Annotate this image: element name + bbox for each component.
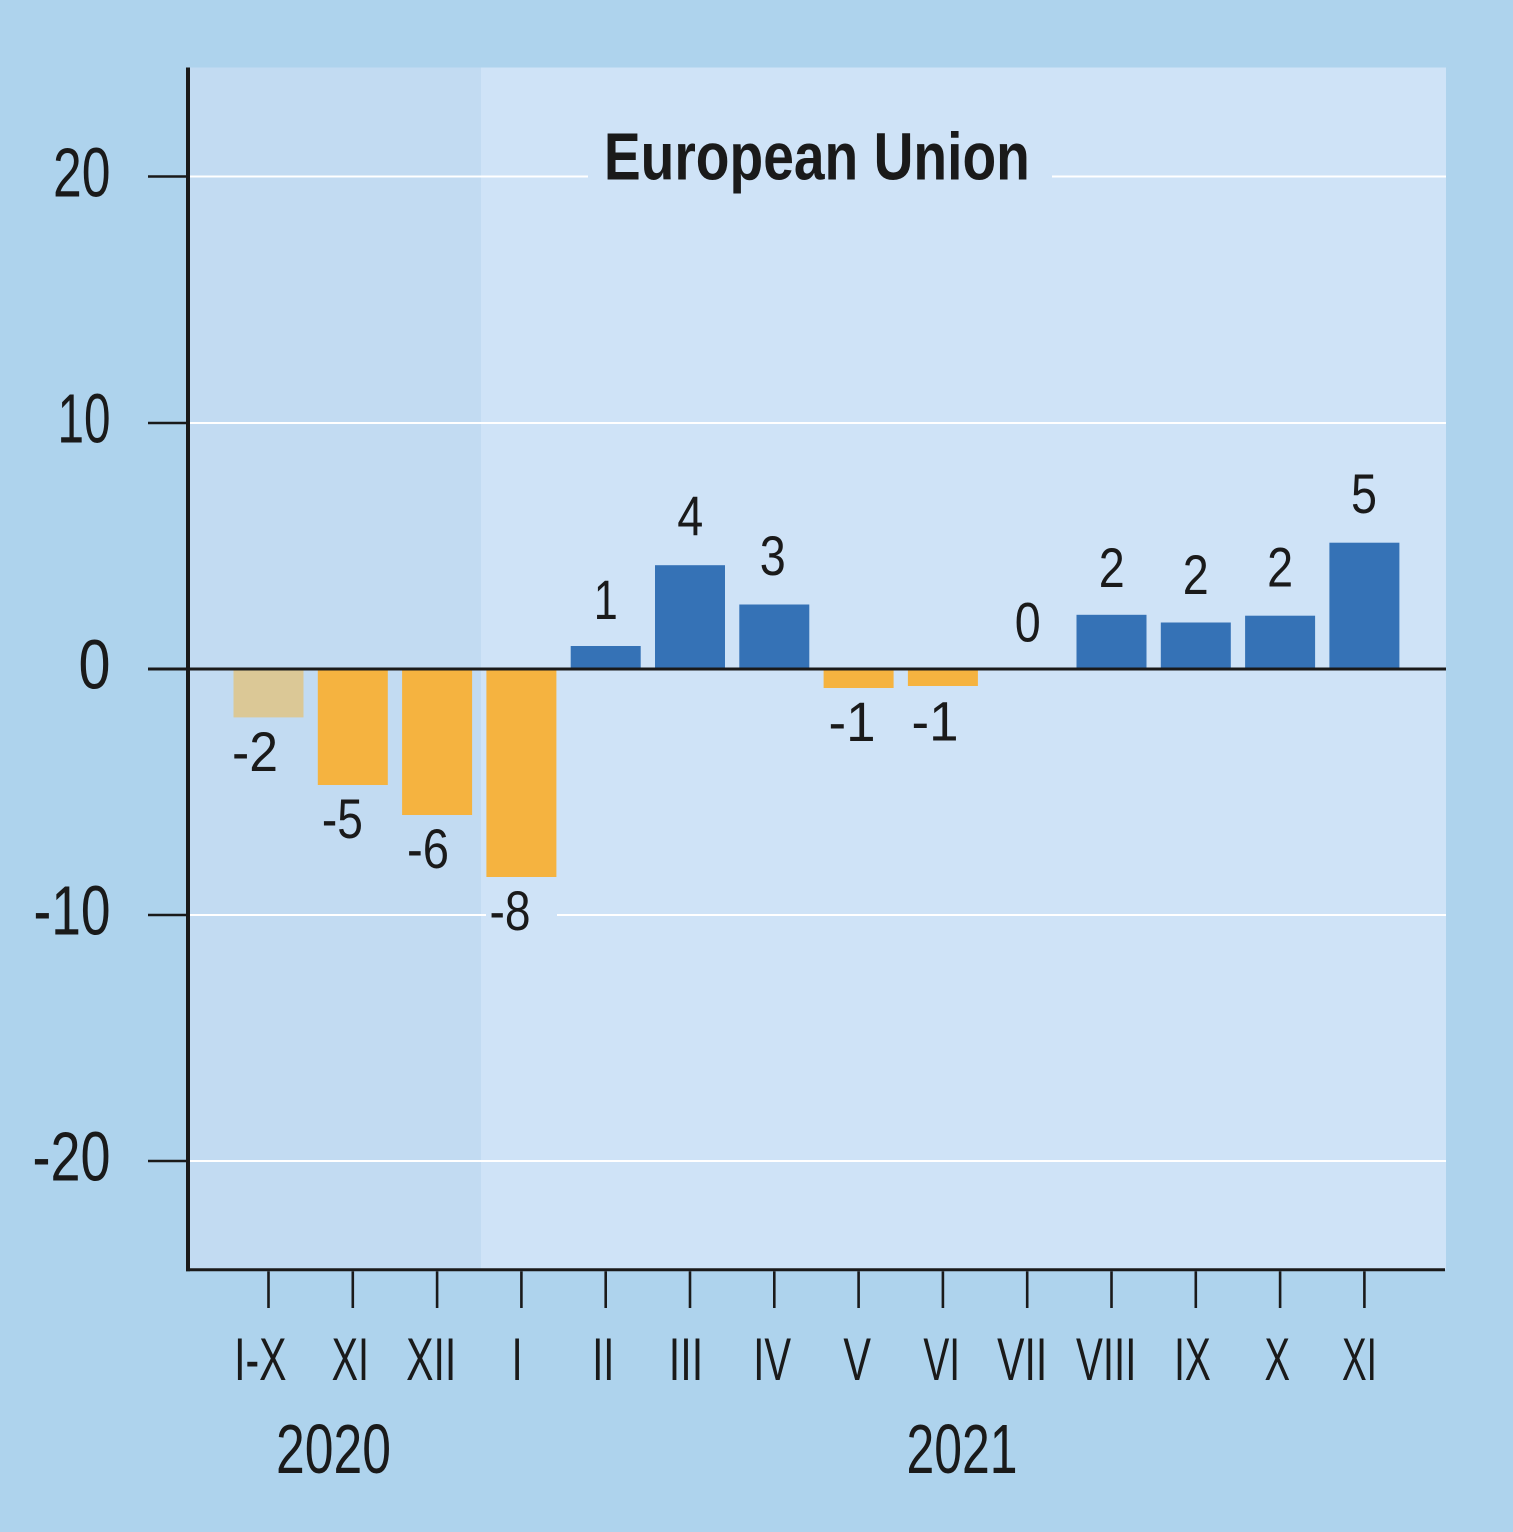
svg-text:-5: -5	[322, 787, 363, 850]
svg-text:4: 4	[677, 484, 703, 547]
svg-text:X: X	[1264, 1326, 1290, 1393]
svg-text:2: 2	[1267, 536, 1293, 599]
svg-text:2020: 2020	[276, 1410, 391, 1488]
svg-text:XI: XI	[1342, 1326, 1377, 1393]
svg-text:1: 1	[594, 568, 618, 631]
svg-text:II: II	[592, 1326, 614, 1393]
svg-text:-8: -8	[490, 879, 531, 942]
svg-text:I: I	[512, 1326, 523, 1393]
svg-text:I-X: I-X	[234, 1326, 286, 1393]
svg-text:VI: VI	[923, 1326, 960, 1393]
svg-text:10: 10	[58, 380, 111, 458]
svg-text:XII: XII	[406, 1326, 456, 1393]
svg-text:VIII: VIII	[1076, 1326, 1136, 1393]
svg-text:2021: 2021	[907, 1410, 1018, 1488]
svg-text:VII: VII	[997, 1326, 1047, 1393]
svg-text:2: 2	[1183, 543, 1209, 606]
svg-text:0: 0	[79, 626, 111, 704]
svg-text:2: 2	[1099, 536, 1125, 599]
svg-text:V: V	[843, 1326, 871, 1393]
svg-text:IX: IX	[1174, 1326, 1211, 1393]
svg-text:III: III	[669, 1326, 703, 1393]
svg-text:XI: XI	[332, 1326, 369, 1393]
svg-text:-1: -1	[912, 690, 959, 753]
svg-text:IV: IV	[753, 1326, 791, 1393]
svg-text:-10: -10	[34, 872, 111, 950]
svg-text:20: 20	[53, 134, 111, 212]
svg-text:-6: -6	[407, 817, 449, 880]
svg-text:3: 3	[760, 524, 786, 587]
svg-text:-1: -1	[829, 690, 876, 753]
svg-text:5: 5	[1351, 462, 1377, 525]
svg-text:0: 0	[1015, 591, 1041, 654]
svg-text:European Union: European Union	[604, 120, 1030, 195]
svg-text:-2: -2	[232, 720, 278, 783]
svg-text:-20: -20	[33, 1118, 111, 1196]
